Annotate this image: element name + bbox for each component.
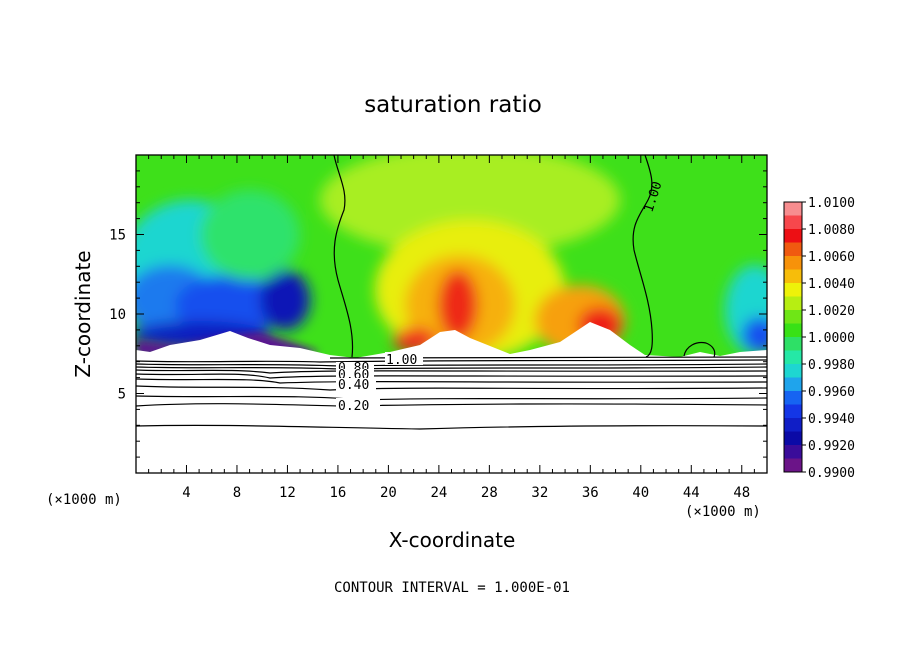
colorbar-label: 0.9940 (808, 412, 855, 427)
x-tick-label: 4 (182, 485, 190, 501)
field-blue-right (742, 317, 767, 353)
x-tick-label: 32 (531, 485, 548, 501)
colorbar-label: 0.9980 (808, 358, 855, 373)
colorbar-swatch (784, 445, 802, 459)
x-tick-label: 8 (233, 485, 241, 501)
x-tick-label: 40 (632, 485, 649, 501)
colorbar-label: 1.0040 (808, 277, 855, 292)
contour-line-1.00-left (333, 155, 354, 358)
colorbar-swatch (784, 229, 802, 243)
contour-label-1.00-base: 1.00 (386, 353, 417, 368)
contour-line-1.00-small (683, 341, 716, 358)
x-tick-label: 36 (582, 485, 599, 501)
colorbar-swatch (784, 350, 802, 365)
contour-line-1.00-right (632, 155, 653, 358)
field-masked-region (136, 322, 767, 473)
contour-label-bg-4 (336, 378, 376, 391)
y-axis-title: Z-coordinate (71, 250, 95, 377)
x-unit-label: (×1000 m) (685, 504, 761, 520)
colorbar-label: 0.9900 (808, 466, 855, 481)
colorbar-label: 1.0080 (808, 223, 855, 238)
field-lightgreen (320, 155, 620, 255)
y-unit-label: (×1000 m) (46, 492, 122, 508)
colorbar-swatch (784, 364, 802, 378)
contour-interval-note: CONTOUR INTERVAL = 1.000E-01 (334, 580, 570, 596)
chart-title: saturation ratio (364, 92, 542, 118)
x-axis-title: X-coordinate (389, 528, 516, 552)
colorbar-swatch (784, 323, 802, 338)
contour-line-11 (136, 424, 767, 430)
y-axis-ticks: 5 10 15 (109, 170, 767, 458)
colorbar-swatch (784, 418, 802, 432)
x-tick-label: 24 (430, 485, 447, 501)
contour-line-7 (136, 378, 767, 384)
colorbar: 1.0100 1.0080 1.0060 1.0040 1.0020 1.0000 0.99… (783, 196, 855, 481)
colorbar-label: 0.9920 (808, 439, 855, 454)
colorbar-swatch (784, 310, 802, 324)
colorbar-label: 1.0060 (808, 250, 855, 265)
colorbar-label: 1.0100 (808, 196, 855, 211)
contour-lines (136, 155, 767, 430)
field-teal (200, 190, 300, 280)
colorbar-swatch (784, 377, 802, 392)
x-tick-label: 28 (481, 485, 498, 501)
y-tick-label: 5 (118, 387, 126, 403)
colorbar-swatch (784, 404, 802, 419)
x-axis-ticks: 4 8 12 16 20 24 28 32 36 40 44 48 (148, 155, 755, 501)
colorbar-swatch (784, 337, 802, 351)
contour-line-4 (136, 366, 767, 370)
colorbar-swatch (784, 269, 802, 284)
colorbar-swatch (784, 256, 802, 270)
x-tick-label: 48 (733, 485, 750, 501)
contour-label-bg-5 (336, 398, 380, 412)
contour-line-9 (136, 395, 767, 401)
field-blue-mid (175, 275, 285, 335)
colorbar-swatch (784, 242, 802, 257)
colorbar-swatch (784, 215, 802, 230)
x-tick-label: 12 (279, 485, 296, 501)
x-tick-label: 44 (683, 485, 700, 501)
contour-line-5 (136, 369, 767, 374)
y-tick-label: 10 (109, 307, 126, 323)
field-red-left (438, 270, 478, 340)
colorbar-swatch (784, 296, 802, 311)
colorbar-swatch (784, 391, 802, 405)
colorbar-label: 0.9960 (808, 385, 855, 400)
colorbar-swatch (784, 458, 802, 473)
colorbar-label: 1.0020 (808, 304, 855, 319)
contour-line-2 (136, 359, 767, 363)
colorbar-swatch (784, 283, 802, 297)
heatmap-field (136, 155, 767, 473)
contour-line-6 (136, 373, 767, 379)
contour-label-0.40: 0.40 (338, 378, 369, 393)
colorbar-swatch (784, 202, 802, 216)
x-tick-label: 20 (380, 485, 397, 501)
colorbar-label: 1.0000 (808, 331, 855, 346)
colorbar-swatch (784, 431, 802, 446)
field-darkblue (260, 270, 310, 330)
x-tick-label: 16 (329, 485, 346, 501)
y-tick-label: 15 (109, 228, 126, 244)
contour-label-0.20: 0.20 (338, 399, 369, 414)
contour-label-bg-1 (385, 352, 423, 365)
